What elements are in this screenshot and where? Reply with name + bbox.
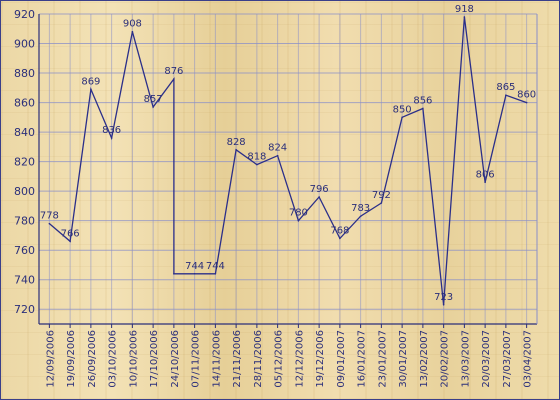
x-tick-label: 12/12/2006	[294, 330, 305, 388]
data-label: 908	[123, 19, 142, 30]
data-point	[463, 16, 466, 18]
x-tick-label: 19/09/2006	[66, 330, 77, 388]
y-tick-label: 840	[14, 126, 35, 139]
y-tick-label: 780	[14, 215, 35, 228]
x-tick-label: 20/02/2007	[440, 330, 451, 388]
data-point	[90, 88, 92, 91]
data-point	[48, 222, 51, 225]
data-label: 783	[351, 203, 370, 214]
data-label: 780	[289, 208, 308, 219]
data-point	[69, 240, 71, 243]
data-point	[193, 273, 196, 275]
x-tick-label: 05/12/2006	[274, 330, 285, 388]
x-tick-label: 03/04/2007	[523, 330, 534, 388]
data-label: 744	[206, 261, 225, 272]
data-point	[152, 106, 154, 108]
data-label: 828	[227, 137, 246, 148]
x-tick-label: 13/02/2007	[419, 330, 430, 388]
data-point	[110, 137, 113, 139]
data-point	[214, 273, 217, 275]
x-tick-label: 23/01/2007	[377, 330, 388, 388]
data-label: 860	[517, 90, 536, 101]
data-label: 876	[164, 66, 183, 77]
data-label: 818	[247, 152, 266, 163]
series	[48, 16, 528, 306]
data-label: 869	[81, 76, 100, 87]
x-tick-label: 26/09/2006	[87, 330, 98, 388]
x-tick-label: 17/10/2006	[149, 330, 160, 388]
y-tick-label: 880	[14, 67, 35, 80]
data-label: 865	[496, 82, 515, 93]
data-point	[131, 30, 134, 33]
data-label: 856	[413, 95, 432, 106]
y-tick-label: 740	[14, 274, 35, 287]
x-tick-label: 03/10/2006	[108, 330, 119, 388]
y-tick-label: 800	[14, 185, 35, 198]
data-label: 723	[434, 292, 453, 303]
y-tick-label: 720	[14, 303, 35, 316]
x-tick-label: 07/11/2006	[191, 330, 202, 388]
x-tick-label: 30/01/2007	[398, 330, 409, 388]
y-tick-label: 860	[14, 97, 35, 110]
data-point	[525, 101, 528, 104]
data-label: 824	[268, 143, 287, 154]
data-label: 766	[61, 228, 80, 239]
x-tick-label: 12/09/2006	[45, 330, 56, 388]
x-tick-label: 14/11/2006	[211, 330, 222, 388]
x-tick-label: 09/01/2007	[336, 330, 347, 388]
x-tick-label: 10/10/2006	[128, 330, 139, 388]
data-point	[401, 116, 403, 119]
data-point	[235, 149, 237, 151]
data-point	[276, 154, 279, 157]
x-tick-label: 21/11/2006	[232, 330, 243, 388]
x-tick-label: 19/12/2006	[315, 330, 326, 388]
data-point	[422, 107, 424, 110]
data-label: 806	[476, 169, 495, 180]
x-tick-label: 13/03/2007	[460, 330, 471, 388]
series-line	[48, 16, 527, 305]
data-point	[173, 273, 175, 275]
data-label: 796	[310, 184, 329, 195]
data-label: 857	[144, 94, 163, 105]
y-tick-label: 760	[14, 244, 35, 257]
data-point	[359, 215, 362, 218]
data-point	[442, 304, 445, 306]
grid-lines	[39, 13, 537, 324]
data-point	[173, 78, 175, 80]
x-tick-label: 16/01/2007	[357, 330, 368, 388]
x-tick-label: 27/03/2007	[502, 330, 513, 388]
data-point	[380, 202, 383, 204]
data-label: 744	[185, 261, 204, 272]
data-label: 850	[393, 104, 412, 115]
x-tick-label: 28/11/2006	[253, 330, 264, 388]
data-label: 836	[102, 125, 121, 136]
data-point	[318, 196, 320, 198]
x-tick-label: 24/10/2006	[170, 330, 181, 388]
data-point	[256, 163, 258, 166]
data-label: 778	[40, 211, 59, 222]
y-tick-label: 820	[14, 156, 35, 169]
axes	[38, 14, 538, 328]
data-label: 918	[455, 4, 474, 15]
data-point	[297, 219, 300, 222]
x-axis-ticks: 12/09/2006 19/09/2006 26/09/2006 03/10/2006…	[45, 330, 533, 388]
y-tick-label: 900	[14, 38, 35, 51]
data-label: 792	[372, 190, 391, 201]
x-tick-label: 20/03/2007	[481, 330, 492, 388]
data-point	[484, 181, 486, 184]
y-tick-label: 920	[14, 8, 35, 21]
data-point	[505, 94, 507, 96]
data-label: 768	[330, 225, 349, 236]
data-point	[339, 237, 341, 240]
y-axis-ticks: 720 740 760 780 800 820 840 860 880 900 920	[14, 8, 35, 316]
